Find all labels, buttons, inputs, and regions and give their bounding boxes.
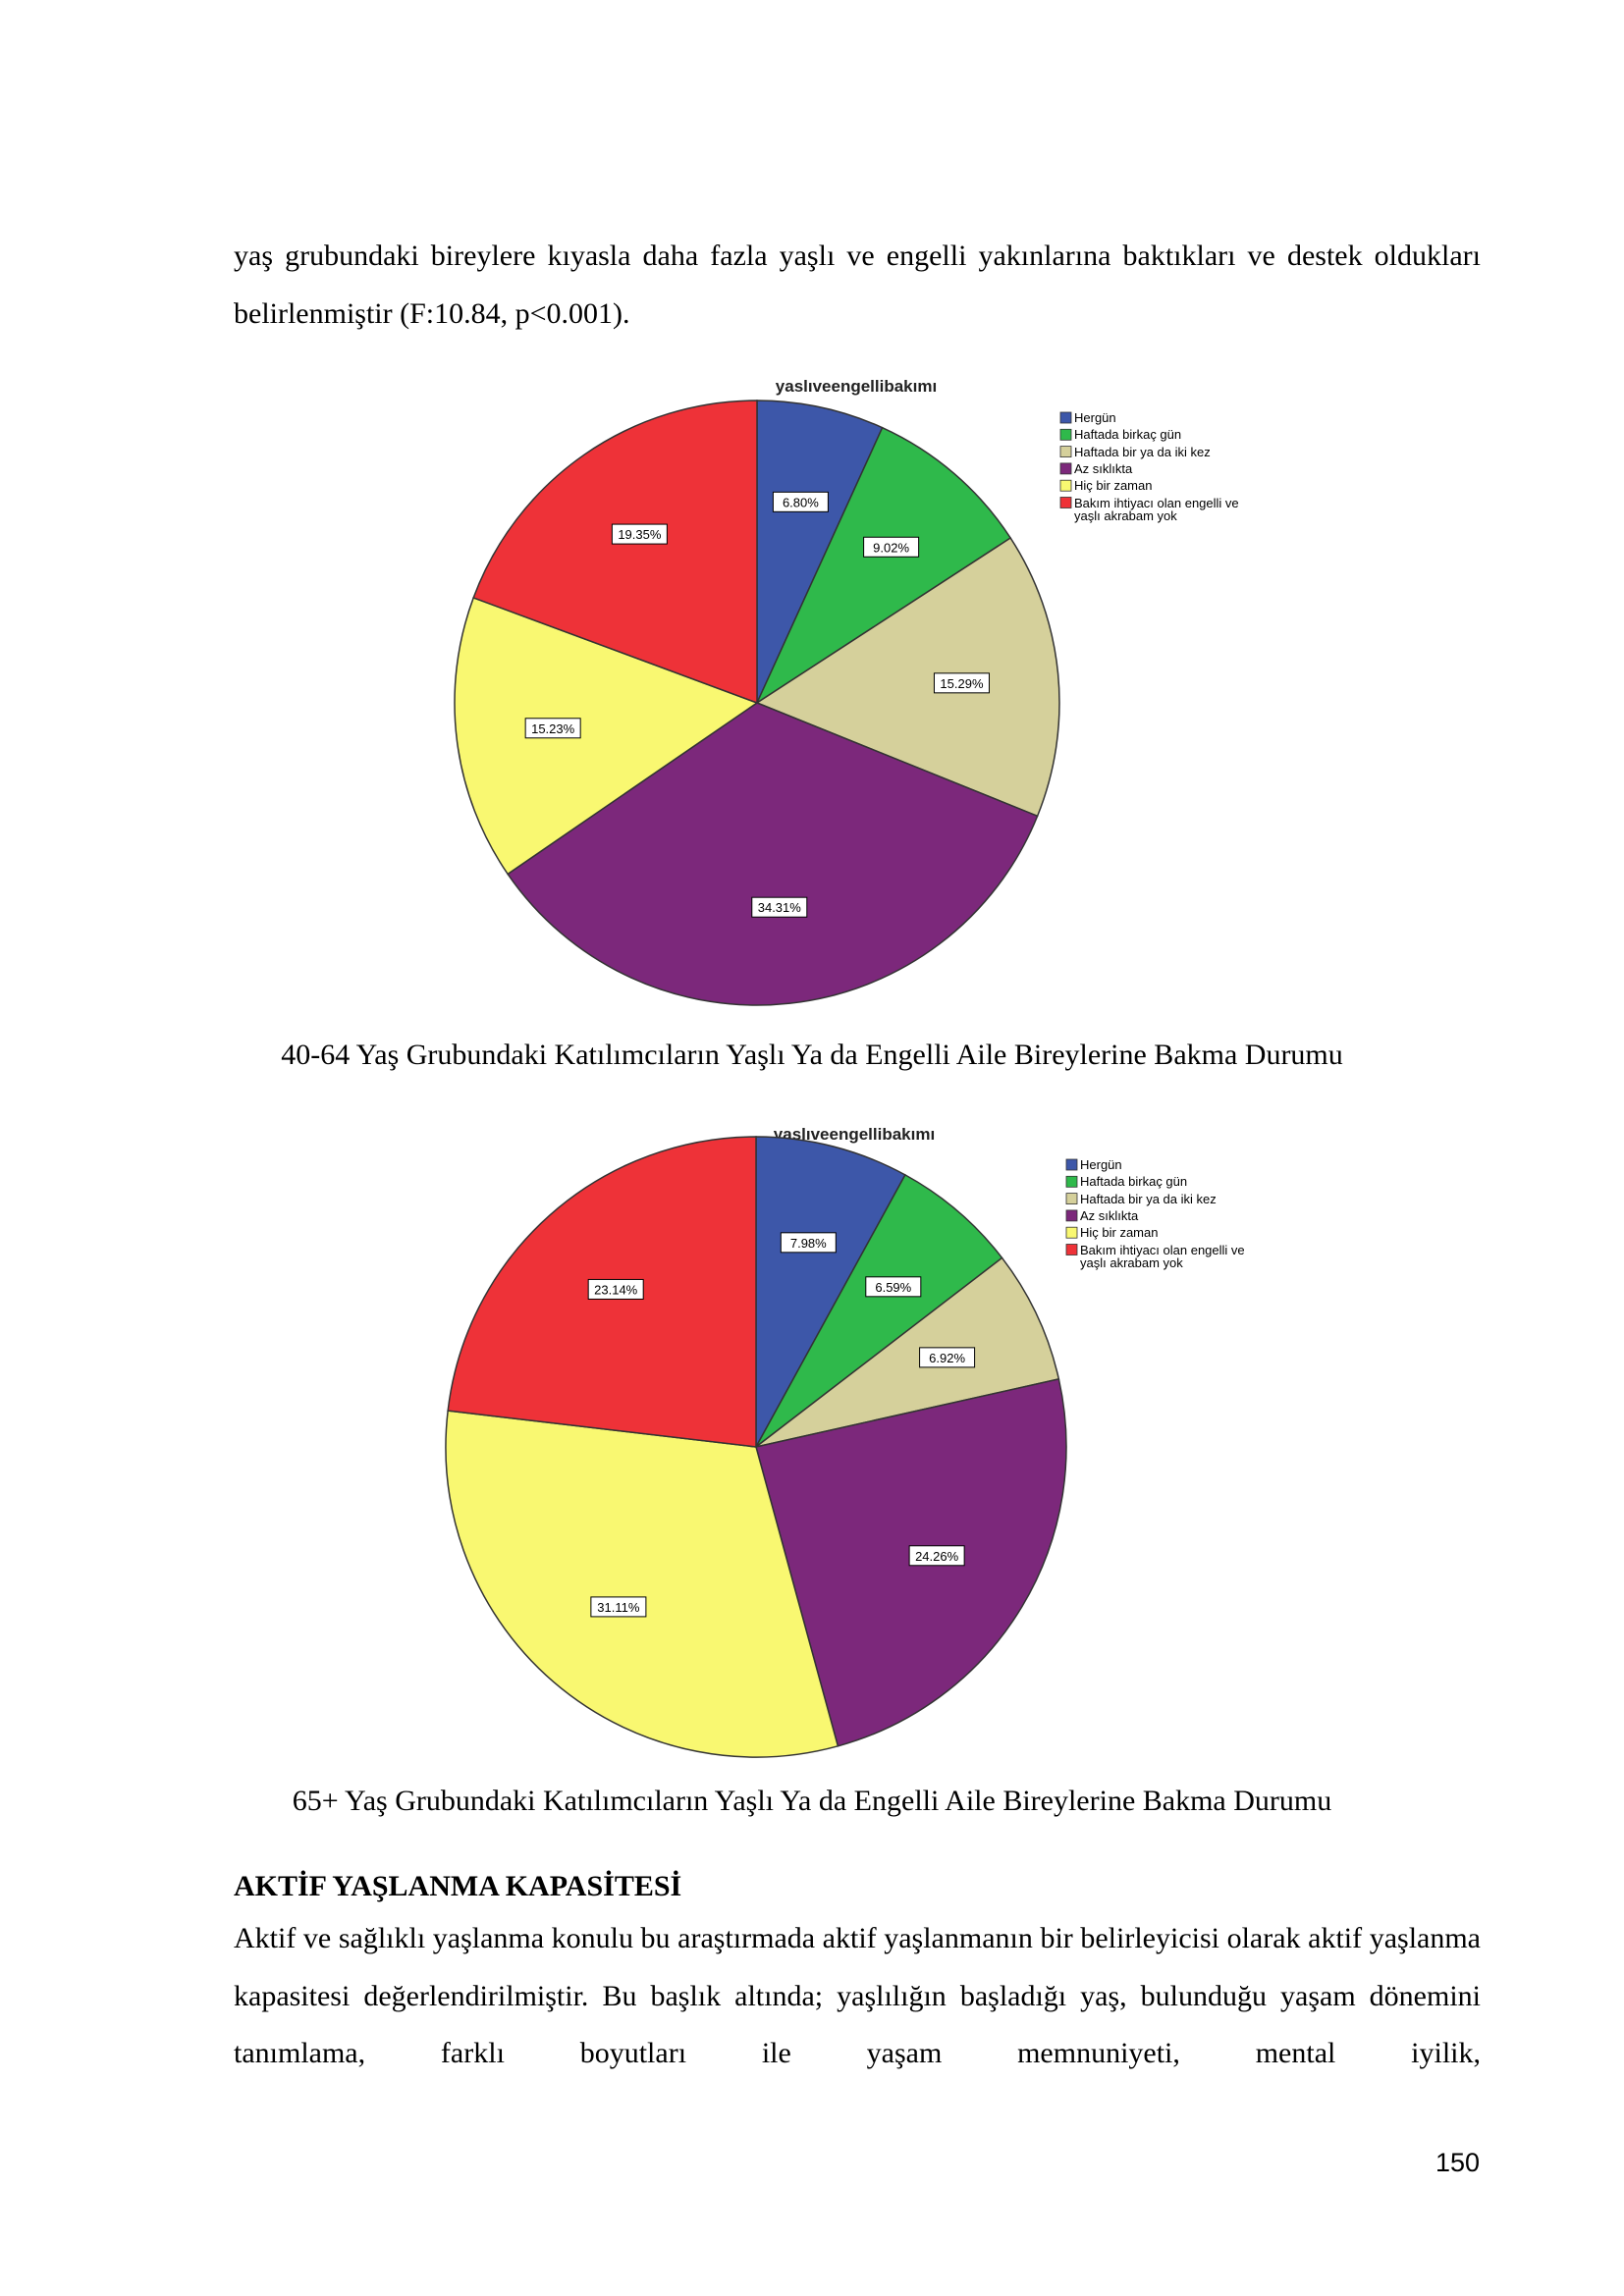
legend-label: Az sıklıkta bbox=[1074, 461, 1133, 476]
data-label-box bbox=[863, 536, 920, 558]
figure-caption: 40-64 Yaş Grubundaki Katılımcıların Yaşl… bbox=[281, 1039, 1343, 1071]
data-label: 23.14% bbox=[594, 1282, 638, 1297]
data-label-box bbox=[908, 1545, 965, 1567]
pie-slice bbox=[755, 1173, 1003, 1448]
legend-swatch bbox=[1059, 479, 1072, 492]
paragraph: Aktif ve sağlıklı yaşlanma konulu bu ara… bbox=[234, 1922, 1481, 2069]
legend-label: Bakım ihtiyacı olan engelli ve yaşlı akr… bbox=[1074, 496, 1239, 523]
legend-item: Bakım ihtiyacı olan engelli ve yaşlı akr… bbox=[1080, 1243, 1245, 1270]
legend-item: Az sıklıkta bbox=[1074, 461, 1133, 476]
legend-swatch bbox=[1065, 1209, 1078, 1222]
pie-slice bbox=[454, 596, 759, 876]
legend-item: Hiç bir zaman bbox=[1074, 479, 1153, 494]
legend-swatch bbox=[1059, 411, 1072, 424]
legend-item: Hergün bbox=[1074, 411, 1116, 425]
data-label: 24.26% bbox=[915, 1549, 959, 1564]
pie-slice bbox=[507, 702, 1039, 1006]
data-label: 15.29% bbox=[940, 676, 984, 691]
data-label: 6.80% bbox=[783, 495, 819, 509]
legend-swatch bbox=[1065, 1244, 1078, 1255]
pie-slice bbox=[756, 400, 884, 704]
legend-item: Hiç bir zaman bbox=[1080, 1226, 1159, 1241]
legend-label: Haftada birkaç gün bbox=[1080, 1175, 1188, 1190]
data-label: 7.98% bbox=[790, 1236, 827, 1251]
legend-swatch bbox=[1065, 1175, 1078, 1188]
pie-slice bbox=[755, 1256, 1060, 1448]
legend-item: Haftada bir ya da iki kez bbox=[1080, 1192, 1217, 1206]
pie-slice bbox=[755, 1136, 906, 1448]
legend-label: Haftada birkaç gün bbox=[1074, 428, 1182, 443]
data-label-box bbox=[919, 1347, 976, 1368]
data-label-box bbox=[751, 896, 808, 918]
chart-title: yaslıveengellibakımı bbox=[774, 1125, 935, 1144]
legend-item: Haftada bir ya da iki kez bbox=[1074, 445, 1211, 459]
page-number: 150 bbox=[1435, 2148, 1481, 2177]
data-label: 6.59% bbox=[875, 1280, 911, 1295]
data-label-box bbox=[587, 1278, 644, 1300]
pie-slice bbox=[755, 536, 1060, 818]
legend-item: Bakım ihtiyacı olan engelli ve yaşlı akr… bbox=[1074, 496, 1239, 523]
legend-swatch bbox=[1065, 1193, 1078, 1204]
legend-swatch bbox=[1059, 497, 1072, 508]
paragraph: yaş grubundaki bireylere kıyasla daha fa… bbox=[234, 240, 1481, 330]
section-heading: AKTİF YAŞLANMA KAPASİTESİ bbox=[234, 1870, 682, 1902]
legend-item: Haftada birkaç gün bbox=[1080, 1175, 1188, 1190]
legend-item: Haftada birkaç gün bbox=[1074, 428, 1182, 443]
legend-swatch bbox=[1065, 1158, 1078, 1171]
data-label-box bbox=[865, 1276, 922, 1298]
legend-label: Bakım ihtiyacı olan engelli ve yaşlı akr… bbox=[1080, 1243, 1245, 1270]
legend-label: Az sıklıkta bbox=[1080, 1208, 1139, 1223]
legend-item: Az sıklıkta bbox=[1080, 1208, 1139, 1223]
legend-swatch bbox=[1059, 446, 1072, 458]
data-label-box bbox=[772, 491, 829, 512]
legend-label: Hiç bir zaman bbox=[1080, 1226, 1159, 1241]
data-label-box bbox=[524, 718, 581, 739]
figure-caption: 65+ Yaş Grubundaki Katılımcıların Yaşlı … bbox=[292, 1785, 1332, 1817]
legend-item: Hergün bbox=[1080, 1158, 1122, 1172]
data-label-box bbox=[590, 1596, 647, 1618]
data-label-box bbox=[611, 523, 668, 545]
legend-swatch bbox=[1059, 462, 1072, 475]
data-label: 6.92% bbox=[929, 1351, 965, 1365]
data-label-box bbox=[780, 1232, 837, 1254]
data-label: 19.35% bbox=[618, 527, 662, 542]
data-label: 15.23% bbox=[531, 721, 575, 736]
data-label-box bbox=[933, 672, 990, 694]
pie-slice bbox=[472, 400, 758, 705]
data-label: 34.31% bbox=[758, 900, 802, 915]
legend-swatch bbox=[1059, 428, 1072, 441]
data-label: 31.11% bbox=[597, 1600, 640, 1615]
pie-slice bbox=[445, 1410, 839, 1758]
data-label: 9.02% bbox=[873, 540, 909, 555]
legend-label: Hergün bbox=[1074, 411, 1116, 425]
legend-swatch bbox=[1065, 1226, 1078, 1239]
chart-title: yaslıveengellibakımı bbox=[776, 377, 937, 396]
pie-slice bbox=[755, 426, 1012, 706]
legend-label: Hiç bir zaman bbox=[1074, 479, 1153, 494]
legend-label: Haftada bir ya da iki kez bbox=[1074, 445, 1211, 459]
legend-label: Haftada bir ya da iki kez bbox=[1080, 1192, 1217, 1206]
legend-label: Hergün bbox=[1080, 1158, 1122, 1172]
